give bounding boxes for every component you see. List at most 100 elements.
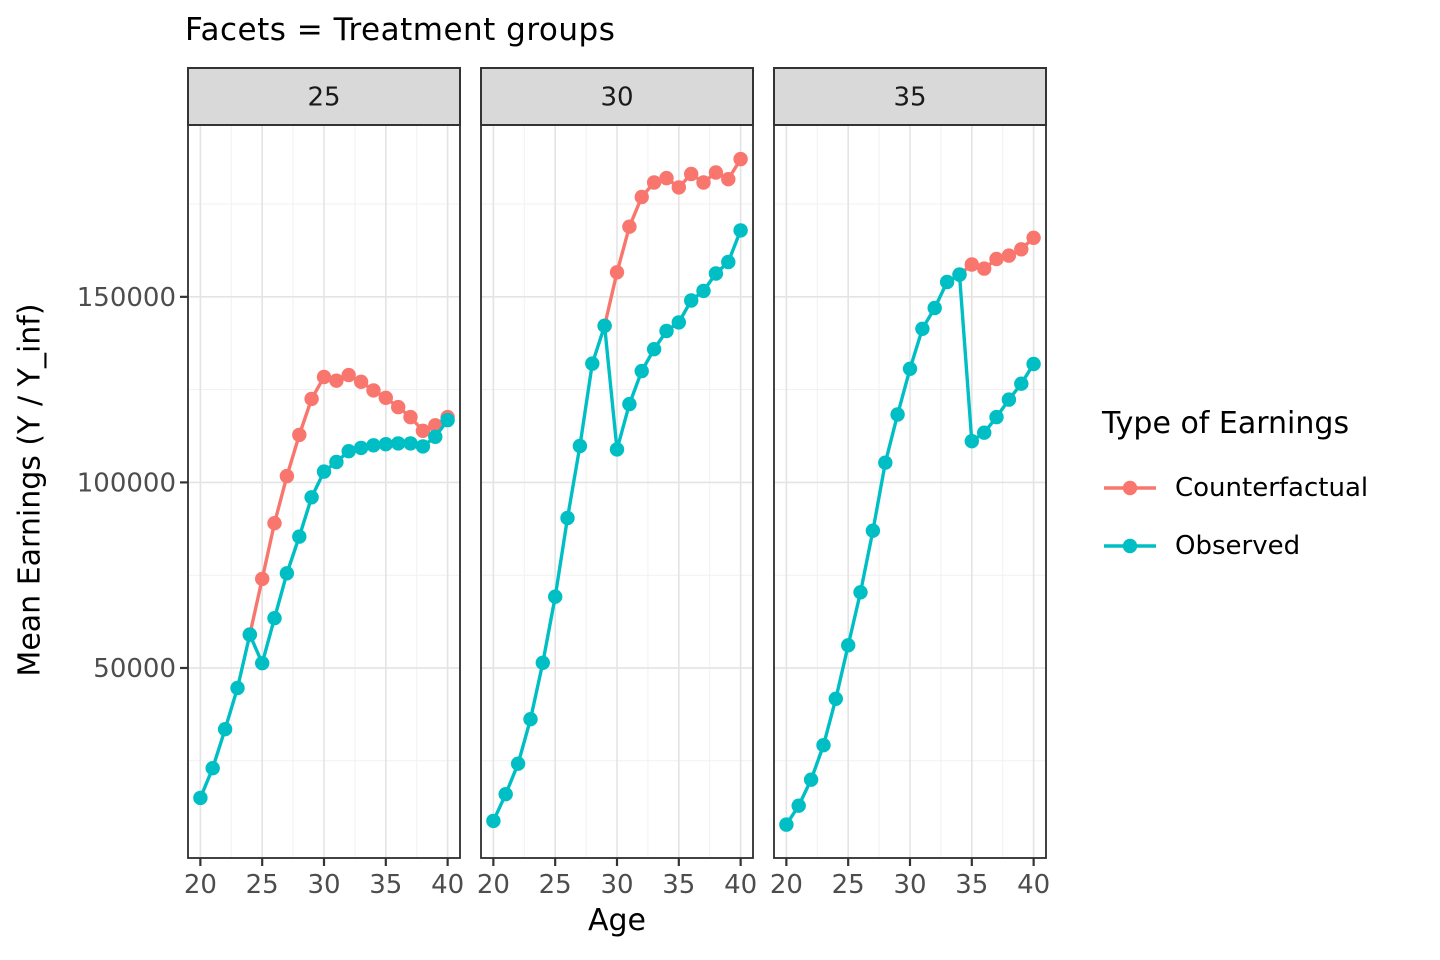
data-point <box>391 399 406 415</box>
data-point <box>440 412 455 428</box>
data-point <box>341 444 356 459</box>
x-tick-label: 25 <box>246 870 279 900</box>
data-point <box>428 429 443 444</box>
data-point <box>977 425 992 440</box>
x-tick-label: 35 <box>369 870 402 900</box>
data-point <box>721 172 736 187</box>
data-point <box>878 455 893 470</box>
y-tick-label: 100000 <box>77 468 176 498</box>
data-point <box>1026 356 1041 372</box>
data-point <box>267 611 282 626</box>
data-point <box>217 722 233 737</box>
facet-panel-25: 25 20 25 30 35 40 <box>184 67 464 900</box>
legend-label-observed: Observed <box>1175 531 1301 561</box>
data-point <box>304 490 319 505</box>
data-point <box>366 438 381 453</box>
facet-strip <box>480 67 754 126</box>
data-point <box>964 434 979 449</box>
x-tick-label: 30 <box>307 870 340 900</box>
data-point <box>535 655 550 670</box>
x-tick-label: 30 <box>600 870 633 900</box>
data-point <box>646 342 662 357</box>
data-point <box>267 516 282 531</box>
data-point <box>415 423 431 438</box>
data-point <box>378 437 393 452</box>
data-point <box>721 254 736 270</box>
legend-title: Type of Earnings <box>1102 406 1350 441</box>
legend: Type of Earnings Counterfactual Observed <box>1102 406 1368 589</box>
data-point <box>609 265 625 280</box>
data-point <box>915 321 930 336</box>
data-point <box>1014 376 1029 391</box>
x-axis-title: Age <box>587 903 647 938</box>
legend-item-counterfactual: Counterfactual <box>1102 473 1368 503</box>
data-point <box>902 361 918 376</box>
data-point <box>391 436 406 451</box>
y-axis: 50000 100000 150000 <box>77 283 188 684</box>
data-point <box>279 566 295 581</box>
series-observed <box>486 223 748 829</box>
data-point <box>803 772 819 787</box>
data-point <box>733 223 748 238</box>
data-point <box>684 166 699 182</box>
data-point <box>1001 248 1017 263</box>
data-point <box>634 189 649 205</box>
data-point <box>865 523 881 538</box>
x-tick-label: 20 <box>477 870 510 900</box>
facet-panel-30: 30 20 25 30 35 40 <box>477 67 757 900</box>
data-point <box>1001 392 1017 407</box>
series-counterfactual <box>952 230 1041 282</box>
data-point <box>292 427 307 443</box>
data-point <box>989 409 1004 425</box>
data-point <box>671 315 686 330</box>
data-point <box>498 787 513 802</box>
data-point <box>952 267 967 282</box>
data-point <box>696 175 711 190</box>
data-point <box>366 383 381 398</box>
data-point <box>684 293 699 308</box>
data-point <box>353 440 369 456</box>
x-tick-label: 20 <box>770 870 803 900</box>
data-point <box>646 175 662 190</box>
observed-key-icon <box>1104 538 1156 554</box>
gridlines <box>774 125 1046 858</box>
data-point <box>964 257 979 272</box>
facet-strip-label: 25 <box>307 83 340 113</box>
data-point <box>316 369 332 385</box>
legend-item-observed: Observed <box>1102 531 1368 561</box>
data-point <box>230 680 245 696</box>
x-tick-label: 35 <box>955 870 988 900</box>
data-point <box>403 409 418 425</box>
data-point <box>242 627 257 642</box>
data-point <box>279 468 295 484</box>
data-point <box>977 261 992 276</box>
data-point <box>1014 242 1029 257</box>
data-point <box>841 638 856 653</box>
data-point <box>255 571 270 587</box>
data-point <box>939 274 955 290</box>
legend-label-counterfactual: Counterfactual <box>1175 473 1369 503</box>
data-point <box>708 165 724 180</box>
data-point <box>853 585 868 600</box>
data-point <box>609 442 625 457</box>
data-point <box>560 510 575 526</box>
facet-strip <box>187 67 461 126</box>
data-point <box>989 251 1004 267</box>
x-tick-label: 20 <box>184 870 217 900</box>
data-point <box>816 738 831 753</box>
y-axis-title: Mean Earnings (Y / Y_inf) <box>12 303 48 677</box>
data-point <box>671 180 686 195</box>
data-point <box>659 170 674 186</box>
data-point <box>733 151 748 167</box>
data-point <box>1026 230 1041 245</box>
data-point <box>779 817 794 832</box>
data-point <box>510 756 526 771</box>
data-point <box>486 813 501 829</box>
x-tick-label: 35 <box>662 870 695 900</box>
data-point <box>791 798 806 813</box>
x-tick-label: 30 <box>893 870 926 900</box>
gridlines <box>188 125 460 858</box>
facet-strip <box>773 67 1047 126</box>
